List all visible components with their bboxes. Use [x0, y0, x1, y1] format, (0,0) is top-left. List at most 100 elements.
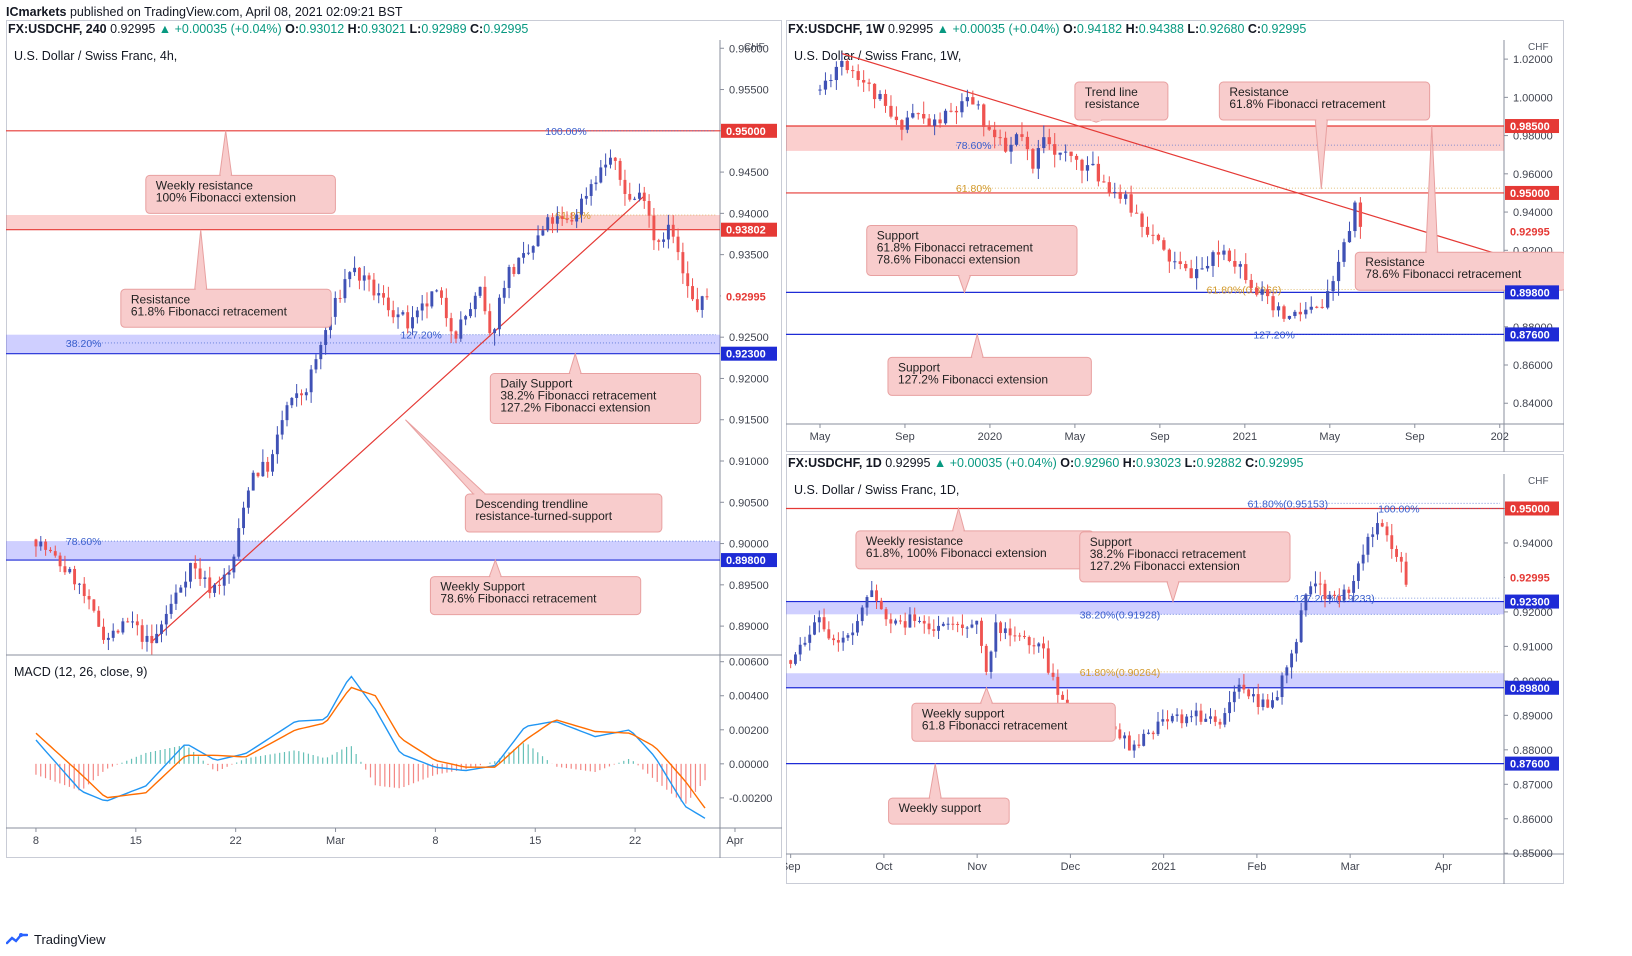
footer-branding[interactable]: TradingView: [6, 928, 106, 950]
candle-body: [998, 137, 1002, 139]
candle-body: [222, 574, 226, 586]
candle-body: [536, 235, 540, 247]
candle-body: [290, 397, 294, 406]
candle-body: [856, 621, 859, 633]
callout-text: Support: [898, 360, 941, 374]
candle-body: [834, 66, 839, 81]
candle-body: [464, 316, 468, 320]
y-tick-label: 0.91000: [1513, 641, 1553, 653]
price-tag: [721, 123, 777, 138]
candle-body: [922, 113, 926, 119]
chart-panel-4h[interactable]: FX:USDCHF, 240 0.92995 ▲ +0.00035 (+0.04…: [6, 20, 782, 858]
candle-body: [884, 609, 888, 620]
candle-body: [1118, 191, 1122, 199]
candle-body: [813, 622, 816, 635]
candle-body: [894, 620, 898, 624]
candle-body: [633, 198, 637, 200]
candle-body: [822, 617, 826, 630]
price-tag: [1505, 680, 1559, 695]
candle-body: [179, 587, 183, 593]
candle-body: [92, 599, 96, 611]
candle-body: [1166, 719, 1169, 722]
x-tick-label: Sep: [895, 431, 915, 443]
candle-body: [1061, 694, 1065, 700]
candle-body: [483, 286, 487, 312]
callout-text: 78.6% Fibonacci retracement: [440, 592, 597, 606]
candle-body: [1238, 264, 1242, 267]
candle-body: [1323, 583, 1327, 600]
candle-body: [217, 584, 221, 586]
candle-body: [1216, 252, 1221, 255]
candle-body: [1129, 194, 1133, 213]
candle-body: [856, 71, 860, 81]
candle-body: [913, 614, 917, 621]
candle-body: [851, 70, 855, 72]
candle-body: [1156, 721, 1160, 735]
candle-body: [522, 253, 526, 258]
candle-body: [1244, 264, 1248, 280]
callout-text: 61.8%, 100% Fibonacci extension: [866, 546, 1047, 560]
candle-body: [883, 93, 888, 106]
candle-body: [140, 625, 144, 642]
candle-body: [1293, 311, 1297, 316]
candle-body: [386, 297, 390, 311]
candle-body: [976, 104, 980, 106]
candle-body: [589, 184, 593, 196]
chart-title: U.S. Dollar / Swiss Franc, 4h,: [14, 49, 177, 63]
fib-label: 127.20%: [1253, 329, 1294, 341]
candle-body: [889, 619, 893, 624]
candle-body: [63, 566, 67, 573]
y-tick-label: 0.85000: [1513, 848, 1553, 860]
candle-body: [1336, 261, 1341, 282]
y-tick-label: 0.98000: [1513, 131, 1553, 143]
candle-body: [295, 393, 299, 398]
callout-text: 127.2% Fibonacci extension: [500, 401, 650, 415]
fib-label: 38.20%(0.91928): [1080, 609, 1161, 621]
candle-body: [1331, 281, 1335, 292]
callout-text: resistance-turned-support: [475, 509, 612, 523]
candle-body: [1265, 289, 1270, 297]
candle-body: [488, 311, 492, 334]
candle-body: [1018, 635, 1022, 637]
candle-body: [1404, 561, 1408, 585]
trendline: [841, 52, 1505, 257]
candle-body: [507, 267, 511, 288]
candle-body: [1014, 134, 1019, 145]
y-tick-label: 0.94000: [729, 208, 769, 220]
callout-text: 61.8% Fibonacci retracement: [131, 304, 288, 318]
candle-body: [131, 621, 134, 623]
candle-body: [454, 331, 458, 339]
candle-body: [497, 297, 501, 330]
candle-body: [916, 113, 920, 115]
candle-body: [1298, 311, 1302, 315]
candle-body: [406, 312, 410, 329]
candle-body: [1184, 264, 1188, 269]
price-tag: [1505, 119, 1559, 134]
candle-body: [1173, 261, 1177, 263]
candle-body: [1036, 148, 1040, 169]
chart-panel-1d[interactable]: FX:USDCHF, 1D 0.92995 ▲ +0.00035 (+0.04%…: [786, 454, 1564, 884]
y-tick-label: 0.95500: [729, 85, 769, 97]
candle-body: [362, 275, 366, 281]
chart-panel-1w[interactable]: FX:USDCHF, 1W 0.92995 ▲ +0.00035 (+0.04%…: [786, 20, 1564, 452]
price-tag: [721, 553, 777, 568]
candle-body: [401, 312, 405, 315]
candle-body: [860, 607, 864, 622]
candle-body: [613, 157, 617, 161]
candle-body: [818, 89, 822, 91]
candle-body: [604, 164, 608, 168]
candle-body: [832, 638, 836, 641]
candle-body: [987, 126, 991, 130]
callout-text: Weekly Support: [440, 580, 525, 594]
candle-body: [840, 60, 844, 67]
candle-body: [1185, 716, 1189, 724]
callout-text: resistance: [1085, 97, 1140, 111]
callout-text: 61.8 Fibonacci retracement: [922, 718, 1068, 732]
x-tick-label: 22: [629, 835, 641, 847]
candle-body: [169, 603, 173, 614]
candle-body: [829, 80, 833, 82]
y-tick-label: 0.86000: [1513, 360, 1553, 372]
